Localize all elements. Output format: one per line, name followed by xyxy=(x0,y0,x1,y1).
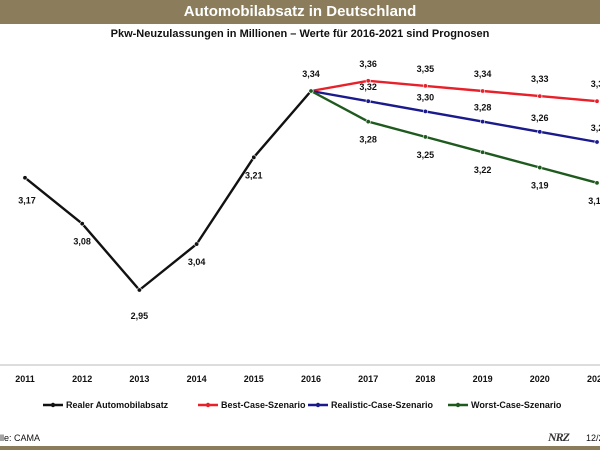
data-point-3-4 xyxy=(537,165,543,171)
data-label: 3,16 xyxy=(588,196,600,206)
series-line-3 xyxy=(310,89,598,184)
series-line-1 xyxy=(310,79,598,103)
data-point-3-0 xyxy=(308,88,314,94)
x-tick-label: 2014 xyxy=(187,374,207,384)
series-line-2 xyxy=(310,89,598,144)
data-point-1-4 xyxy=(537,93,543,99)
data-point-1-2 xyxy=(422,83,428,89)
data-point-3-1 xyxy=(365,119,371,125)
data-point-0-2 xyxy=(136,287,142,293)
data-point-1-5 xyxy=(594,98,600,104)
data-point-1-3 xyxy=(480,88,486,94)
data-label: 3,25 xyxy=(417,150,435,160)
data-label: 3,04 xyxy=(188,257,206,267)
publisher-logo: NRZ xyxy=(548,430,570,444)
data-label: 3,08 xyxy=(73,237,91,247)
x-tick-label: 2012 xyxy=(72,374,92,384)
data-point-2-4 xyxy=(537,129,543,135)
legend-marker-2 xyxy=(315,402,321,408)
x-tick-label: 2011 xyxy=(15,374,35,384)
data-point-1-1 xyxy=(365,78,371,84)
series-line-0 xyxy=(24,90,312,292)
series-lines xyxy=(24,79,598,292)
data-label: 3,2 xyxy=(591,123,600,133)
data-label: 3,28 xyxy=(359,135,377,145)
legend-marker-3 xyxy=(455,402,461,408)
data-point-2-3 xyxy=(480,119,486,125)
data-label: 3,33 xyxy=(531,74,549,84)
data-point-0-1 xyxy=(79,221,85,227)
data-point-0-4 xyxy=(251,154,257,160)
data-label: 3,30 xyxy=(417,92,435,102)
x-tick-label: 2018 xyxy=(415,374,435,384)
data-label: 3,34 xyxy=(302,69,320,79)
publication-date: 12/2 xyxy=(586,433,600,443)
data-label: 3,36 xyxy=(359,59,377,69)
legend-marker-0 xyxy=(50,402,56,408)
data-point-3-5 xyxy=(594,180,600,186)
title-bar: Automobilabsatz in Deutschland xyxy=(0,0,600,24)
legend-label-1: Best-Case-Szenario xyxy=(221,400,306,410)
data-labels: 3,173,082,953,043,213,343,363,353,343,33… xyxy=(18,59,600,321)
x-tick-label: 2021 xyxy=(587,374,600,384)
data-label: 3,22 xyxy=(474,165,492,175)
footer-rule xyxy=(0,446,600,450)
legend-marker-1 xyxy=(205,402,211,408)
legend-label-2: Realistic-Case-Szenario xyxy=(331,400,434,410)
data-point-2-5 xyxy=(594,139,600,145)
x-axis: 2011 2012 2013 2014 2015 2016 2017 2018 2019 2020… xyxy=(0,364,600,384)
data-point-0-0 xyxy=(22,175,28,181)
data-label: 3,28 xyxy=(474,103,492,113)
data-label: 3,19 xyxy=(531,181,549,191)
x-tick-label: 2013 xyxy=(129,374,149,384)
chart-subtitle: Pkw-Neuzulassungen in Millionen – Werte … xyxy=(110,28,490,40)
x-tick-label: 2020 xyxy=(530,374,550,384)
x-tick-label: 2016 xyxy=(301,374,321,384)
data-label: 3,17 xyxy=(18,196,36,206)
x-tick-label: 2019 xyxy=(473,374,493,384)
legend: Realer Automobilabsatz Best-Case-Szenario… xyxy=(43,400,562,410)
data-label: 3,21 xyxy=(245,170,263,180)
data-label: 2,95 xyxy=(131,311,149,321)
data-label: 3,34 xyxy=(474,69,492,79)
data-label: 3,35 xyxy=(417,64,435,74)
data-point-2-1 xyxy=(365,98,371,104)
legend-label-0: Realer Automobilabsatz xyxy=(66,400,169,410)
source-note: lle: CAMA xyxy=(0,433,41,443)
x-tick-label: 2015 xyxy=(244,374,264,384)
data-point-0-3 xyxy=(194,241,200,247)
data-point-3-3 xyxy=(480,149,486,155)
chart-title: Automobilabsatz in Deutschland xyxy=(183,3,417,20)
data-label: 3,32 xyxy=(359,82,377,92)
data-label: 3,26 xyxy=(531,113,549,123)
legend-label-3: Worst-Case-Szenario xyxy=(471,400,562,410)
data-points xyxy=(22,78,600,293)
data-label: 3,3 xyxy=(591,79,600,89)
x-tick-label: 2017 xyxy=(358,374,378,384)
data-point-3-2 xyxy=(422,134,428,140)
data-point-2-2 xyxy=(422,108,428,114)
